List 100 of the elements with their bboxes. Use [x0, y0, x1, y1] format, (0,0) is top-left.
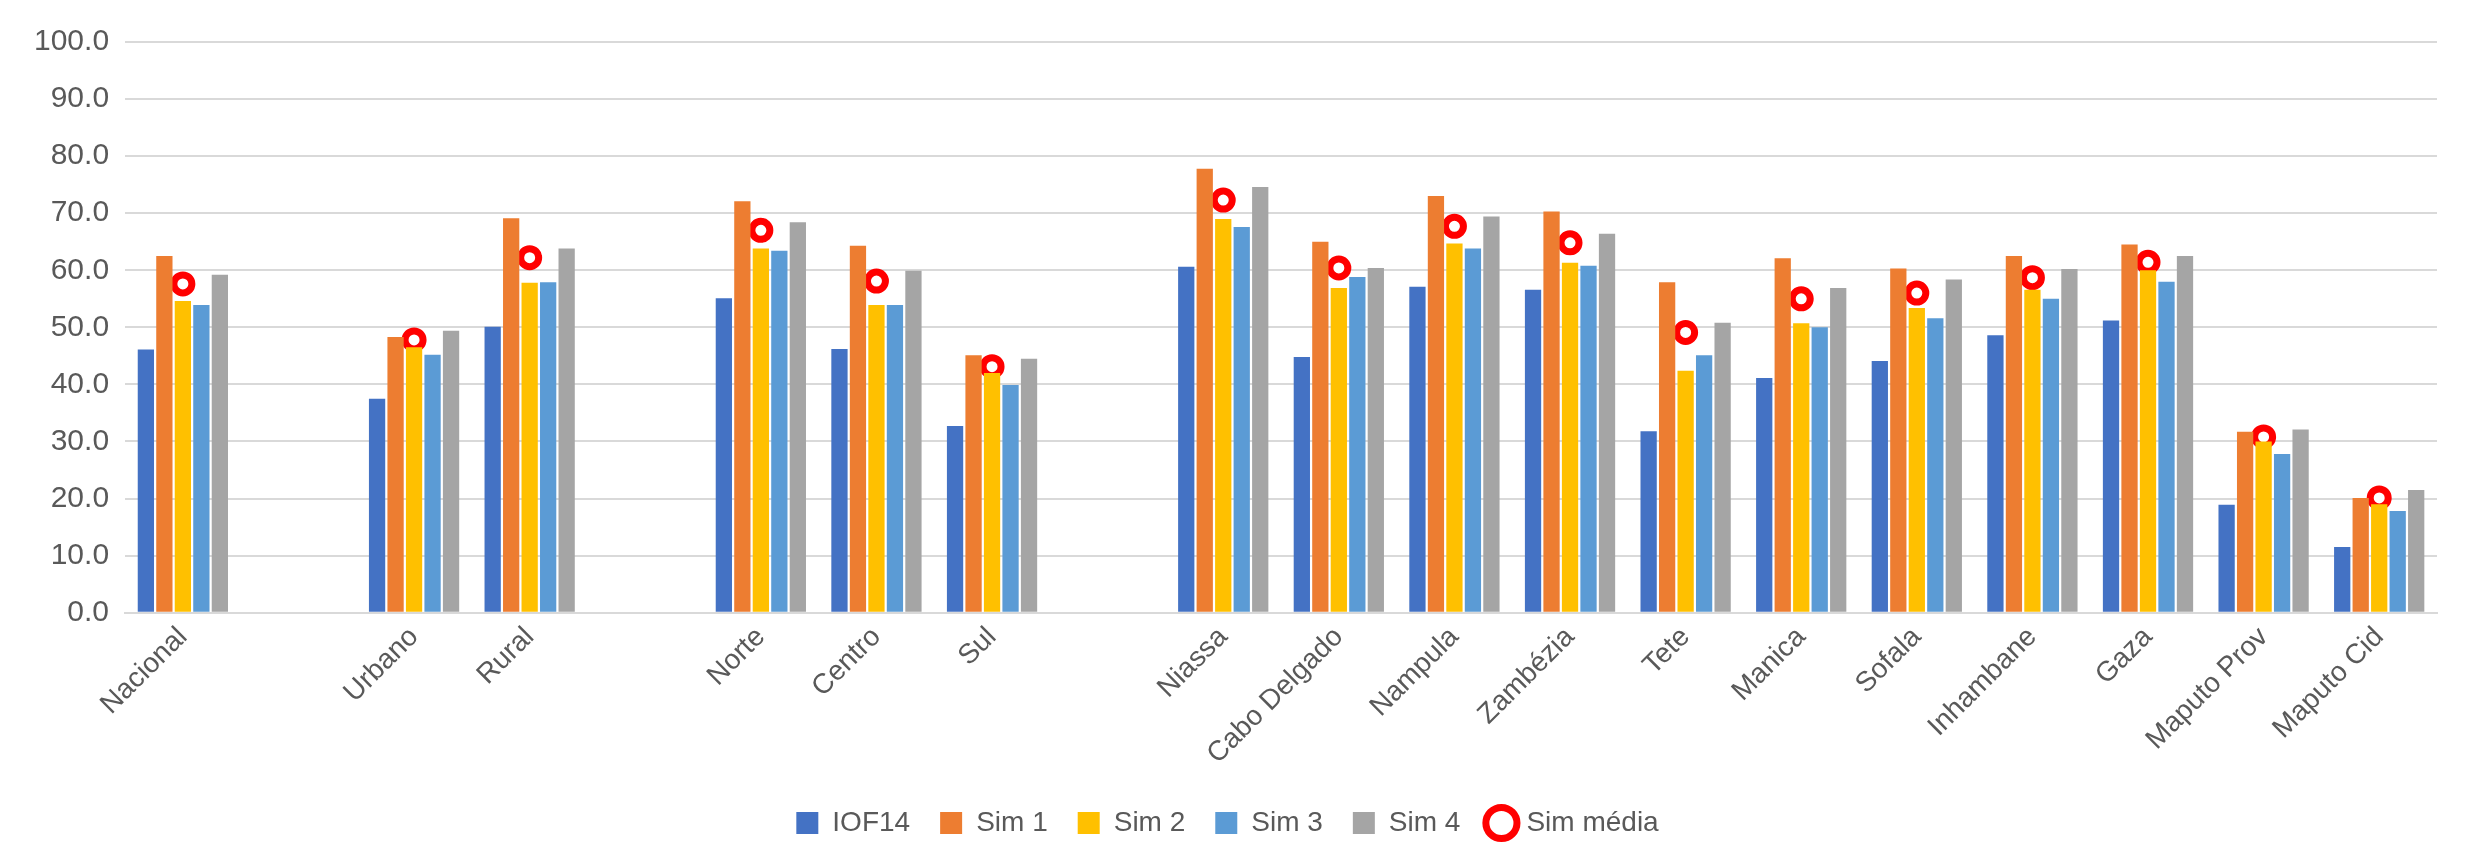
- point: [1673, 319, 1699, 345]
- bar: [868, 305, 885, 612]
- y-tick-label: 20.0: [50, 479, 110, 513]
- bar: [1677, 370, 1694, 612]
- point: [748, 217, 774, 243]
- bar: [503, 218, 520, 612]
- y-tick-label: 40.0: [50, 365, 110, 399]
- bar: [1561, 262, 1579, 612]
- bar: [137, 349, 155, 612]
- bar: [1714, 322, 1731, 612]
- bar: [1196, 168, 1213, 612]
- x-tick-label: Tete: [1635, 620, 1696, 680]
- point: [1788, 286, 1814, 312]
- bar: [2292, 429, 2309, 612]
- bar: [2352, 497, 2369, 612]
- bar: [2005, 256, 2023, 612]
- bar: [2158, 281, 2175, 612]
- y-tick-label: 90.0: [50, 80, 110, 114]
- bar: [387, 337, 404, 612]
- bar: [156, 256, 173, 612]
- bar: [1002, 384, 1019, 612]
- bar: [965, 355, 982, 612]
- point: [863, 268, 889, 294]
- legend-label: Sim média: [1526, 805, 1660, 837]
- bar: [1774, 258, 1791, 612]
- bar: [2139, 270, 2157, 612]
- bar: [405, 347, 423, 612]
- bar: [1908, 307, 1925, 612]
- y-tick-label: 30.0: [50, 422, 110, 456]
- bar: [2273, 454, 2291, 612]
- bar: [1793, 323, 1810, 612]
- bar: [1312, 241, 1329, 612]
- bar: [1252, 186, 1269, 612]
- legend-label: Sim 1: [976, 805, 1048, 837]
- bar: [2024, 289, 2041, 612]
- bar: [734, 201, 751, 612]
- bar: [1215, 218, 1232, 612]
- bar: [2334, 547, 2351, 612]
- bar: [1811, 327, 1828, 612]
- bar: [1890, 268, 1907, 612]
- bar: [1446, 243, 1463, 612]
- bar: [1293, 357, 1310, 612]
- bar: [558, 248, 575, 612]
- bar: [1756, 378, 1773, 612]
- bar: [946, 426, 964, 612]
- y-tick-label: 10.0: [50, 536, 110, 570]
- bar: [2042, 298, 2060, 612]
- y-tick-label: 80.0: [50, 137, 110, 171]
- bar: [2121, 244, 2138, 612]
- y-tick-label: 70.0: [50, 194, 110, 228]
- legend-label: Sim 4: [1388, 805, 1461, 837]
- bar: [1349, 277, 1366, 612]
- bar: [1580, 265, 1597, 612]
- bar: [752, 248, 769, 612]
- bar: [521, 282, 538, 612]
- point: [1326, 255, 1352, 281]
- bar: [1464, 248, 1482, 612]
- legend-label: Sim 3: [1251, 805, 1323, 837]
- bar: [193, 305, 210, 612]
- bar: [1367, 267, 1384, 612]
- point: [1210, 187, 1236, 213]
- bar: [2389, 511, 2406, 612]
- bar: [1640, 431, 1657, 612]
- bar: [715, 298, 732, 612]
- bar: [2176, 256, 2194, 612]
- y-tick-label: 0.0: [67, 593, 110, 627]
- y-tick-label: 50.0: [50, 308, 110, 342]
- bar: [1871, 361, 1888, 612]
- bar: [905, 270, 922, 612]
- bar: [1543, 211, 1560, 612]
- y-tick-label: 100.0: [34, 23, 110, 57]
- bar: [442, 330, 460, 612]
- bar: [2408, 489, 2425, 612]
- bar: [1330, 287, 1347, 612]
- bar: [1658, 282, 1676, 612]
- bar: [1524, 289, 1542, 612]
- bar: [1598, 233, 1616, 612]
- point: [517, 245, 543, 271]
- bar: [1987, 335, 2004, 612]
- bar: [2102, 320, 2120, 612]
- point: [1441, 213, 1467, 239]
- bar: [2255, 441, 2272, 612]
- point: [2019, 265, 2045, 291]
- bar: [1830, 287, 1847, 612]
- point: [1557, 230, 1583, 256]
- bar: [849, 245, 867, 612]
- bar: [886, 305, 904, 612]
- bar: [831, 349, 848, 612]
- bar: [771, 250, 788, 612]
- bar: [211, 274, 228, 612]
- y-tick-label: 60.0: [50, 251, 110, 285]
- bar: [789, 222, 806, 612]
- point: [1904, 280, 1930, 306]
- bar: [368, 398, 386, 612]
- bar: [1020, 358, 1038, 612]
- bar: [1483, 216, 1500, 612]
- bar: [484, 326, 501, 612]
- bar: [1945, 279, 1962, 612]
- legend-label: IOF14: [832, 805, 911, 837]
- bar: [1409, 286, 1426, 612]
